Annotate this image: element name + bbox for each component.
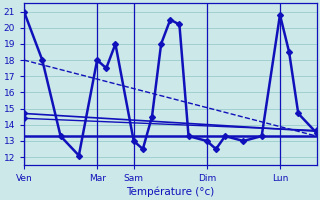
X-axis label: Température (°c): Température (°c) — [126, 186, 214, 197]
